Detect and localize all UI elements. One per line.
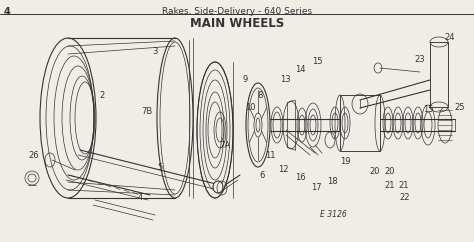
Bar (430, 42, 448, 107)
Text: 11: 11 (265, 151, 275, 159)
Bar (340, 95, 380, 151)
Bar (430, 42, 448, 107)
Text: 16: 16 (295, 174, 305, 182)
Text: 12: 12 (278, 166, 288, 174)
Text: 10: 10 (245, 104, 255, 113)
Text: 22: 22 (400, 194, 410, 203)
Text: 8: 8 (257, 91, 263, 99)
Text: 9: 9 (242, 76, 247, 84)
Text: E 3126: E 3126 (320, 210, 347, 219)
Text: 18: 18 (327, 177, 337, 187)
Text: 17: 17 (310, 183, 321, 192)
Text: 4: 4 (137, 194, 143, 203)
Text: 14: 14 (295, 66, 305, 75)
Text: 15: 15 (423, 106, 433, 114)
Text: 15: 15 (312, 58, 322, 67)
Text: 20: 20 (370, 167, 380, 176)
Text: 4: 4 (4, 7, 11, 17)
Text: 21: 21 (385, 181, 395, 189)
Text: 23: 23 (415, 55, 425, 65)
Text: 2: 2 (100, 91, 105, 99)
Text: MAIN WHEELS: MAIN WHEELS (190, 17, 284, 30)
Ellipse shape (213, 181, 223, 193)
Text: 24: 24 (445, 33, 455, 43)
Text: Rakes, Side-Delivery - 640 Series: Rakes, Side-Delivery - 640 Series (162, 7, 312, 16)
Text: 7A: 7A (219, 141, 230, 150)
Text: 3: 3 (152, 47, 158, 56)
Text: 13: 13 (280, 76, 290, 84)
Text: 21: 21 (399, 181, 409, 189)
Text: 5: 5 (157, 164, 163, 173)
Text: 26: 26 (29, 151, 39, 159)
Text: 6: 6 (259, 171, 264, 180)
Bar (340, 95, 380, 151)
Text: 7B: 7B (141, 107, 153, 116)
Text: 20: 20 (385, 167, 395, 176)
Text: 19: 19 (340, 158, 350, 166)
Text: 25: 25 (455, 104, 465, 113)
